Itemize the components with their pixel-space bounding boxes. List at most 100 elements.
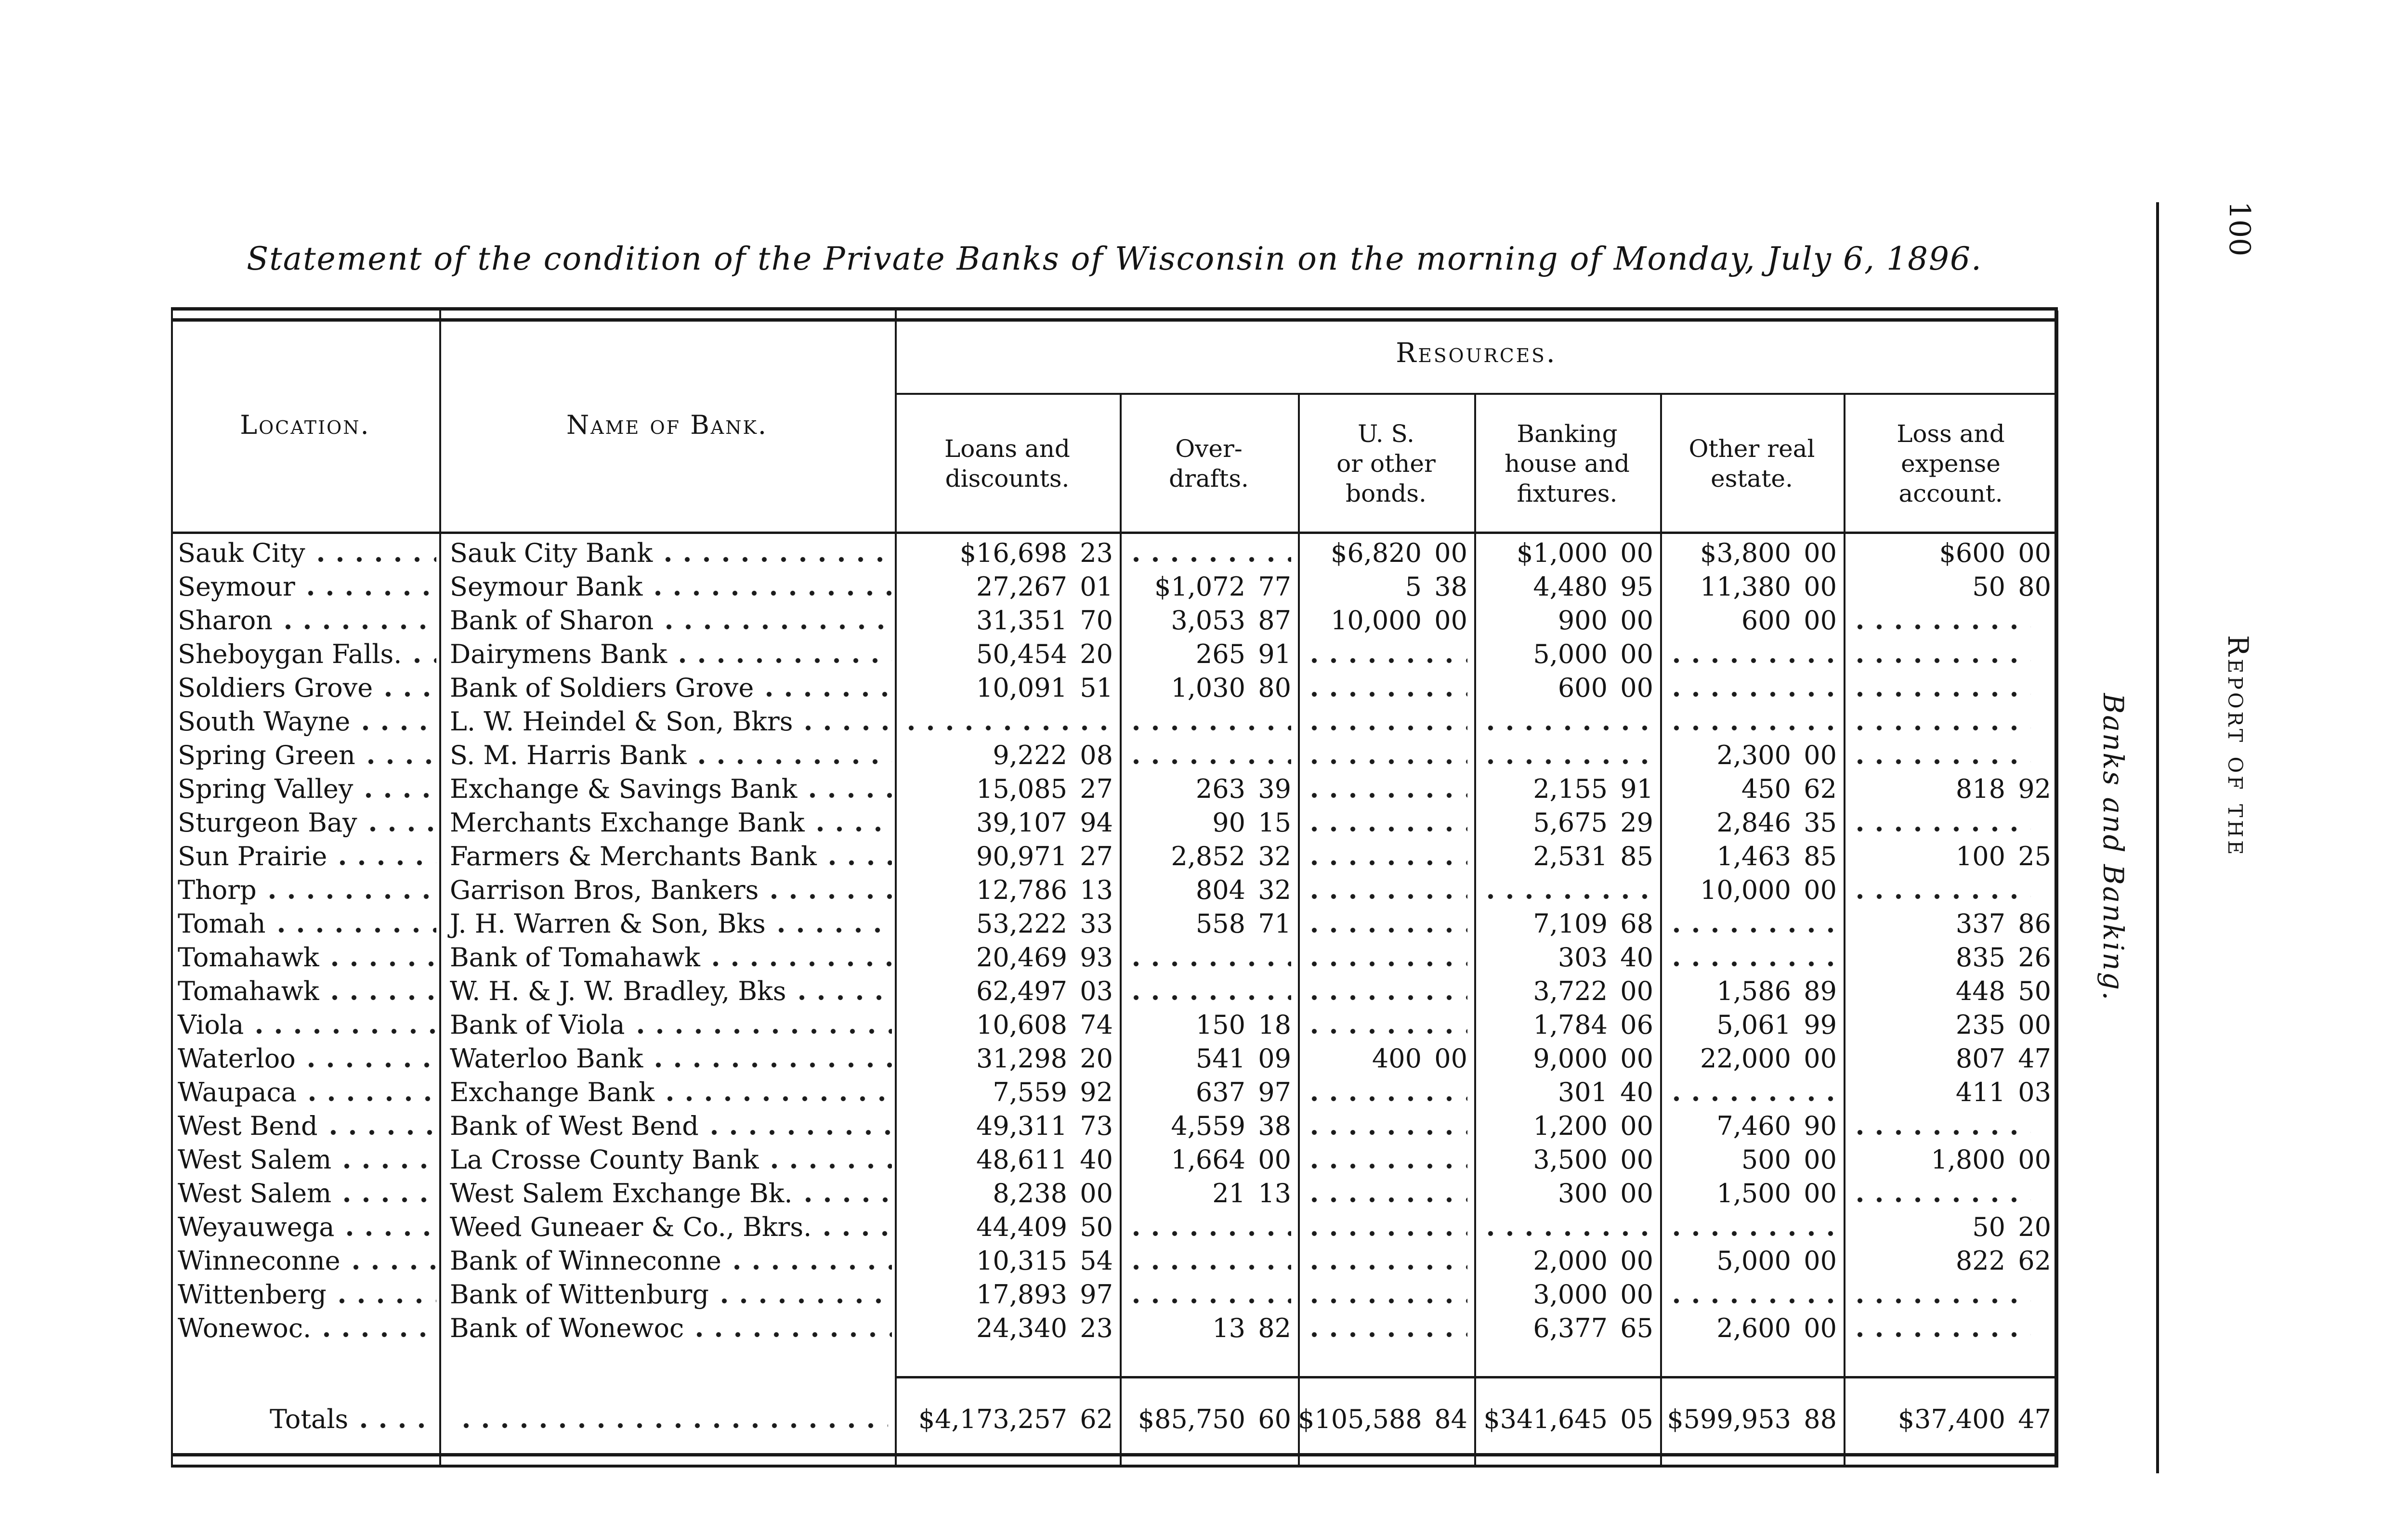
bonds-cell: [1298, 940, 1474, 974]
loss-expense-cell-dollars: $600: [1939, 537, 2005, 568]
banking-house-cell: 900 00: [1474, 603, 1660, 637]
banking-house-cell-cents: 00: [1620, 537, 1653, 568]
bank-name-cell-text: S. M. Harris Bank: [450, 740, 687, 770]
blank-dot-leader: [1481, 758, 1653, 765]
blank-dot-leader: [1305, 1196, 1467, 1203]
loans-cell-cents: 00: [1080, 1178, 1113, 1208]
loss-expense-cell-cents: 26: [2018, 942, 2051, 973]
bank-name-cell-text: Bank of Winneconne: [450, 1245, 721, 1276]
location-cell: West Salem: [171, 1143, 439, 1176]
totals-row: Totals $4,173,257 62 $85,750 60 $105,588 84 $34…: [171, 1402, 2058, 1436]
totals-real-estate: $599,953 88: [1660, 1402, 1844, 1436]
blank-dot-leader: [1850, 725, 2031, 731]
location-cell-text: Tomahawk: [178, 975, 319, 1006]
bonds-cell: [1298, 1311, 1474, 1345]
banking-house-cell-cents: 00: [1620, 1110, 1653, 1141]
loss-expense-cell-cents: 00: [2018, 537, 2051, 568]
overdrafts-cell-dollars: 90: [1212, 807, 1245, 838]
loans-cell: 15,085 27: [895, 772, 1120, 805]
overdrafts-cell: 3,053 87: [1120, 603, 1298, 637]
dot-leader: [648, 590, 892, 597]
totals-loans-dollars: $4,173,257: [918, 1403, 1067, 1434]
loss-expense-cell-dollars: 1,800: [1931, 1144, 2005, 1175]
real-estate-cell-cents: 00: [1804, 740, 1837, 770]
bank-name-cell-text: Exchange & Savings Bank: [450, 773, 798, 804]
blank-dot-leader: [1305, 1028, 1467, 1035]
overdrafts-cell-dollars: 804: [1195, 874, 1245, 905]
loans-cell-cents: 51: [1080, 672, 1113, 703]
blank-dot-leader: [1850, 1129, 2031, 1136]
overdrafts-cell: [1120, 1210, 1298, 1244]
bonds-cell: [1298, 1143, 1474, 1176]
loss-expense-cell: 835 26: [1844, 940, 2058, 974]
loans-cell-dollars: 62,497: [976, 975, 1067, 1006]
banking-house-cell-cents: 85: [1620, 841, 1653, 871]
location-cell-text: Waterloo: [178, 1043, 296, 1074]
table-row: Tomahawk Bank of Tomahawk 20,469 93 303 40 835…: [171, 940, 2058, 974]
bank-name-cell-text: Dairymens Bank: [450, 638, 667, 669]
location-cell-text: Waupaca: [178, 1077, 297, 1107]
table-row: Spring Valley Exchange & Savings Bank 15,0…: [171, 772, 2058, 805]
loss-expense-cell-cents: 00: [2018, 1144, 2051, 1175]
table-row: Weyauwega Weed Guneaer & Co., Bkrs. 44,409…: [171, 1210, 2058, 1244]
loss-expense-cell: [1844, 805, 2058, 839]
banking-house-cell-dollars: $1,000: [1517, 537, 1608, 568]
column-header-bonds: U. S. or other bonds.: [1336, 420, 1436, 507]
loss-expense-cell: 100 25: [1844, 839, 2058, 873]
banking-house-cell: 4,480 95: [1474, 570, 1660, 603]
divider-bonds-banking: [1474, 395, 1476, 1468]
banking-house-cell: [1474, 738, 1660, 772]
dot-leader: [249, 1028, 436, 1035]
banking-house-cell-cents: 00: [1620, 1178, 1653, 1208]
real-estate-cell: 1,586 89: [1660, 974, 1844, 1008]
divider-loans-overdrafts: [1120, 395, 1122, 1468]
column-header-real-estate: Other real estate.: [1688, 435, 1815, 493]
banking-house-cell-dollars: 4,480: [1533, 571, 1608, 602]
totals-banking-house-cents: 05: [1620, 1403, 1653, 1434]
bank-name-cell: Weed Guneaer & Co., Bkrs.: [439, 1210, 895, 1244]
dot-leader: [379, 691, 436, 698]
table-row: Spring Green S. M. Harris Bank 9,222 08 2,30…: [171, 738, 2058, 772]
dot-leader: [271, 927, 436, 934]
overdrafts-cell-cents: 87: [1258, 605, 1291, 636]
banking-house-cell-dollars: 5,000: [1533, 638, 1608, 669]
loss-expense-cell: 822 62: [1844, 1244, 2058, 1277]
overdrafts-cell-cents: 82: [1258, 1312, 1291, 1343]
loss-expense-cell: 448 50: [1844, 974, 2058, 1008]
banking-house-cell-dollars: 5,675: [1533, 807, 1608, 838]
banking-house-cell: 1,784 06: [1474, 1008, 1660, 1041]
table-row: West Salem La Crosse County Bank 48,611 40 1…: [171, 1143, 2058, 1176]
loss-expense-cell-dollars: 818: [1955, 773, 2005, 804]
blank-dot-leader: [1305, 725, 1467, 731]
location-cell-text: West Salem: [178, 1178, 332, 1208]
dot-leader: [262, 893, 436, 900]
loans-cell-dollars: 20,469: [976, 942, 1067, 973]
real-estate-cell-cents: 00: [1804, 1245, 1837, 1276]
real-estate-cell-dollars: 600: [1741, 605, 1791, 636]
banking-house-cell-cents: 68: [1620, 908, 1653, 939]
overdrafts-cell-dollars: 13: [1212, 1312, 1245, 1343]
blank-dot-leader: [1850, 691, 2031, 698]
banking-house-cell-dollars: 301: [1557, 1077, 1608, 1107]
totals-loss-expense: $37,400 47: [1844, 1402, 2058, 1436]
location-cell: Waterloo: [171, 1041, 439, 1075]
dot-leader: [649, 1062, 892, 1068]
bank-name-cell: Farmers & Merchants Bank: [439, 839, 895, 873]
real-estate-cell-dollars: 450: [1741, 773, 1791, 804]
dot-leader: [354, 1422, 436, 1429]
dot-leader: [323, 1129, 436, 1136]
table-row: Sharon Bank of Sharon 31,351 70 3,053 87 10,00…: [171, 603, 2058, 637]
real-estate-cell: [1660, 637, 1844, 671]
dot-leader: [759, 691, 892, 698]
column-header-bank-name: Name of Bank.: [566, 409, 768, 440]
loans-cell-dollars: 12,786: [976, 874, 1067, 905]
loss-expense-cell-cents: 20: [2018, 1211, 2051, 1242]
title-double-rule-bottom: [171, 318, 2058, 322]
dot-leader: [337, 1196, 436, 1203]
banking-house-cell-cents: 00: [1620, 975, 1653, 1006]
bank-name-cell: Merchants Exchange Bank: [439, 805, 895, 839]
bonds-cell: $6,820 00: [1298, 536, 1474, 570]
loans-cell: $16,698 23: [895, 536, 1120, 570]
real-estate-cell: [1660, 671, 1844, 704]
totals-banking-house-dollars: $341,645: [1483, 1403, 1608, 1434]
